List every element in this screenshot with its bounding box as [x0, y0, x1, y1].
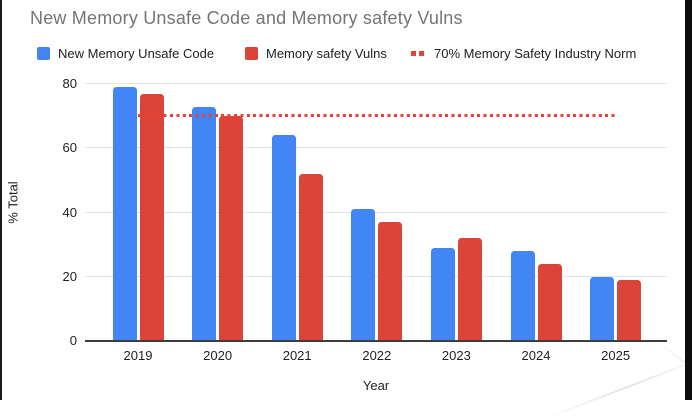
legend-item-industry-norm: 70% Memory Safety Industry Norm — [411, 45, 636, 61]
legend-item-new-memory-unsafe-code: New Memory Unsafe Code — [37, 45, 214, 61]
bar-2024-new-memory-unsafe-code — [510, 251, 535, 341]
legend-swatch-blue-square-icon — [37, 46, 50, 60]
plot-area: 0 20 40 60 80 2019 2020 2021 2022 2023 2024 2025 — [63, 76, 667, 363]
bar-2020-new-memory-unsafe-code — [192, 106, 217, 341]
legend-label: Memory safety Vulns — [266, 45, 387, 61]
x-tick-label: 2019 — [123, 348, 153, 363]
y-tick-label: 80 — [62, 76, 77, 91]
bar-2024-memory-safety-vulns — [537, 263, 562, 341]
x-tick-label: 2023 — [441, 348, 471, 363]
bar-2023-new-memory-unsafe-code — [430, 247, 455, 341]
gridline — [85, 211, 667, 213]
gridline — [85, 275, 667, 277]
gridline — [85, 83, 667, 84]
x-tick-label: 2025 — [601, 348, 631, 363]
bar-2021-new-memory-unsafe-code — [271, 135, 296, 341]
x-axis-title: Year — [362, 378, 390, 393]
legend-swatch-red-square-icon — [245, 46, 258, 60]
bar-2019-new-memory-unsafe-code — [112, 87, 137, 341]
x-tick-label: 2021 — [282, 348, 312, 363]
x-axis-line — [85, 340, 667, 342]
y-tick-label: 0 — [69, 333, 77, 348]
legend-label: 70% Memory Safety Industry Norm — [434, 45, 637, 61]
gridline — [85, 147, 667, 149]
chart-title: New Memory Unsafe Code and Memory safety… — [30, 8, 463, 28]
y-axis-title: % Total — [5, 181, 21, 224]
x-tick-label: 2020 — [203, 348, 233, 363]
legend-swatch-dotted-line-icon — [411, 50, 427, 56]
bar-2019-memory-safety-vulns — [139, 93, 164, 341]
y-tick-label: 60 — [62, 140, 77, 156]
left-edge-border — [0, 0, 2, 400]
reference-line-70 — [138, 114, 618, 118]
x-tick-label: 2024 — [521, 348, 551, 363]
bar-2020-memory-safety-vulns — [219, 116, 244, 341]
x-tick-label: 2022 — [362, 348, 392, 363]
legend-label: New Memory Unsafe Code — [58, 45, 215, 61]
y-tick-label: 20 — [62, 268, 77, 284]
bar-2022-memory-safety-vulns — [378, 222, 403, 341]
bar-2025-memory-safety-vulns — [617, 279, 642, 341]
y-tick-label: 40 — [62, 204, 77, 220]
right-edge-border — [685, 0, 692, 400]
legend-item-memory-safety-vulns: Memory safety Vulns — [245, 45, 387, 61]
bar-2021-memory-safety-vulns — [298, 173, 323, 341]
bar-2023-memory-safety-vulns — [457, 238, 482, 341]
bar-2022-new-memory-unsafe-code — [351, 209, 376, 341]
bar-2025-new-memory-unsafe-code — [590, 276, 615, 341]
